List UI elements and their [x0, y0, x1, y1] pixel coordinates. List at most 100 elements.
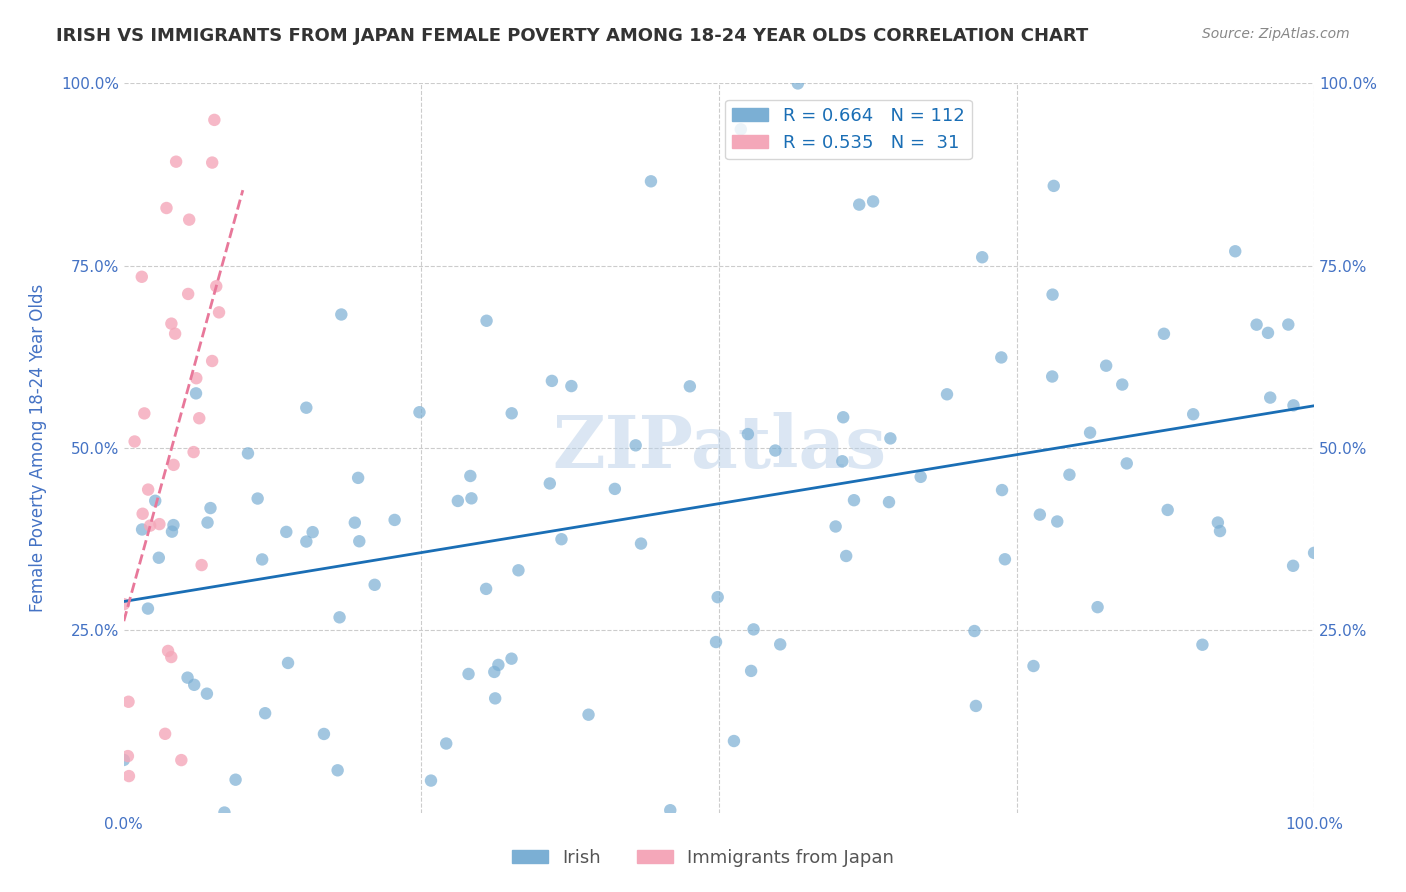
Irish	[963, 624, 986, 638]
Irish	[991, 483, 1014, 497]
Irish	[420, 773, 443, 788]
Irish	[1111, 377, 1133, 392]
Irish	[1059, 467, 1081, 482]
Irish	[972, 250, 994, 264]
Immigrants from Japan	[165, 326, 187, 341]
Irish	[131, 523, 153, 537]
Immigrants from Japan	[155, 201, 177, 215]
Immigrants from Japan	[131, 269, 153, 284]
Immigrants from Japan	[157, 644, 180, 658]
Immigrants from Japan	[183, 445, 205, 459]
Irish	[214, 805, 236, 820]
Irish	[236, 446, 259, 460]
Irish	[246, 491, 269, 506]
Irish	[343, 516, 366, 530]
Irish	[1246, 318, 1268, 332]
Irish	[835, 549, 858, 563]
Immigrants from Japan	[153, 727, 176, 741]
Irish	[990, 351, 1012, 365]
Immigrants from Japan	[205, 279, 228, 293]
Immigrants from Japan	[112, 597, 135, 611]
Immigrants from Japan	[160, 650, 183, 665]
Irish	[1042, 287, 1064, 301]
Immigrants from Japan	[179, 212, 201, 227]
Irish	[1303, 546, 1326, 560]
Irish	[1282, 398, 1305, 412]
Immigrants from Japan	[165, 154, 187, 169]
Irish	[786, 77, 808, 91]
Immigrants from Japan	[148, 517, 170, 532]
Irish	[457, 667, 479, 681]
Irish	[330, 308, 353, 322]
Irish	[295, 401, 318, 415]
Irish	[183, 678, 205, 692]
Irish	[184, 386, 207, 401]
Irish	[1282, 558, 1305, 573]
Irish	[112, 753, 135, 767]
Legend: Irish, Immigrants from Japan: Irish, Immigrants from Japan	[505, 842, 901, 874]
Irish	[1029, 508, 1052, 522]
Irish	[434, 737, 457, 751]
Irish	[1209, 524, 1232, 538]
Irish	[842, 493, 865, 508]
Irish	[763, 443, 786, 458]
Irish	[877, 495, 900, 509]
Text: IRISH VS IMMIGRANTS FROM JAPAN FEMALE POVERTY AMONG 18-24 YEAR OLDS CORRELATION : IRISH VS IMMIGRANTS FROM JAPAN FEMALE PO…	[56, 27, 1088, 45]
Irish	[1040, 369, 1063, 384]
Irish	[1095, 359, 1118, 373]
Immigrants from Japan	[186, 371, 208, 385]
Immigrants from Japan	[201, 354, 224, 368]
Irish	[475, 314, 498, 328]
Immigrants from Japan	[188, 411, 211, 425]
Immigrants from Japan	[136, 483, 159, 497]
Irish	[475, 582, 498, 596]
Irish	[624, 438, 647, 452]
Irish	[143, 493, 166, 508]
Irish	[1046, 515, 1069, 529]
Irish	[501, 406, 523, 420]
Irish	[195, 687, 218, 701]
Irish	[578, 707, 600, 722]
Irish	[1153, 326, 1175, 341]
Irish	[730, 122, 752, 136]
Irish	[1206, 516, 1229, 530]
Irish	[295, 534, 318, 549]
Irish	[831, 454, 853, 468]
Irish	[603, 482, 626, 496]
Immigrants from Japan	[190, 558, 212, 572]
Irish	[501, 651, 523, 665]
Irish	[1257, 326, 1279, 340]
Irish	[329, 610, 352, 624]
Irish	[640, 174, 662, 188]
Irish	[484, 691, 506, 706]
Irish	[508, 563, 530, 577]
Immigrants from Japan	[162, 458, 184, 472]
Immigrants from Japan	[118, 769, 141, 783]
Irish	[679, 379, 702, 393]
Irish	[1191, 638, 1213, 652]
Irish	[1078, 425, 1101, 440]
Irish	[706, 590, 728, 604]
Irish	[862, 194, 884, 209]
Irish	[560, 379, 582, 393]
Irish	[740, 664, 762, 678]
Irish	[1182, 407, 1205, 421]
Irish	[408, 405, 430, 419]
Irish	[250, 552, 273, 566]
Immigrants from Japan	[202, 112, 225, 127]
Irish	[176, 671, 198, 685]
Irish	[136, 601, 159, 615]
Immigrants from Japan	[208, 305, 231, 319]
Irish	[550, 532, 572, 546]
Irish	[162, 518, 184, 533]
Irish	[1115, 457, 1137, 471]
Immigrants from Japan	[131, 507, 153, 521]
Irish	[742, 623, 765, 637]
Irish	[447, 494, 470, 508]
Irish	[769, 637, 792, 651]
Text: Source: ZipAtlas.com: Source: ZipAtlas.com	[1202, 27, 1350, 41]
Legend: R = 0.664   N = 112, R = 0.535   N =  31: R = 0.664 N = 112, R = 0.535 N = 31	[725, 100, 972, 160]
Irish	[484, 665, 506, 679]
Irish	[824, 519, 846, 533]
Irish	[301, 525, 323, 540]
